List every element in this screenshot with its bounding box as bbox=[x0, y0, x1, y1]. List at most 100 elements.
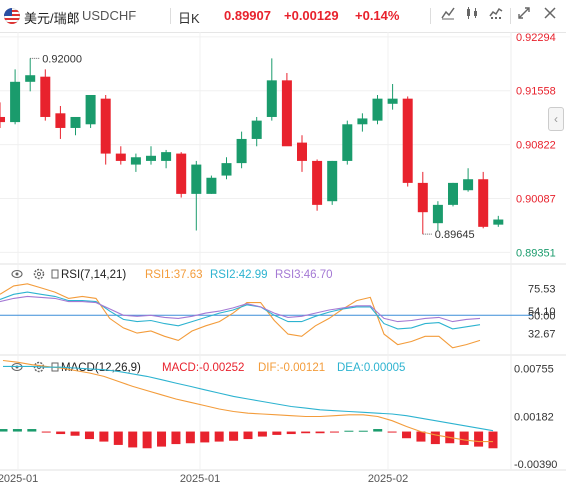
macd-histogram-bar bbox=[41, 431, 51, 433]
candle-type-icon[interactable] bbox=[462, 6, 482, 26]
rsi-tick-label: 32.67 bbox=[528, 328, 556, 340]
macd-histogram-bar bbox=[214, 431, 224, 442]
candle-body bbox=[191, 164, 202, 194]
price-tick-label: 0.90087 bbox=[516, 193, 556, 205]
indicator-icon[interactable] bbox=[486, 6, 506, 26]
candle-body bbox=[281, 80, 292, 147]
rsi-value-label: RSI3:46.70 bbox=[275, 269, 333, 281]
collapse-sidebar-button[interactable]: ‹ bbox=[548, 107, 564, 131]
chart-header: 美元/瑞郎 USDCHF 日K 0.89907 +0.00129 +0.14% bbox=[0, 0, 566, 33]
price-tick-label: 0.91558 bbox=[516, 86, 556, 98]
candle-body bbox=[221, 163, 232, 176]
last-price: 0.89907 bbox=[224, 8, 271, 23]
candle-body bbox=[115, 153, 126, 161]
rsi-value-label: RSI1:37.63 bbox=[145, 269, 203, 281]
macd-histogram-bar bbox=[315, 431, 325, 434]
macd-dif-line bbox=[2, 359, 493, 443]
period-selector[interactable]: 日K bbox=[178, 11, 200, 26]
macd-histogram-bar bbox=[257, 431, 267, 437]
macd-dea-line bbox=[3, 365, 494, 432]
x-axis-date-label: 2025-01 bbox=[0, 473, 38, 485]
candle-body bbox=[266, 80, 277, 117]
candle-body bbox=[478, 179, 489, 227]
macd-histogram-bar bbox=[373, 429, 383, 432]
candle-body bbox=[10, 81, 21, 123]
candle-body bbox=[387, 98, 398, 104]
candle-body bbox=[25, 75, 36, 82]
macd-histogram-bar bbox=[56, 431, 66, 435]
price-tick-label: 0.92294 bbox=[516, 32, 556, 44]
rsi-tag-icon bbox=[51, 269, 59, 279]
macd-histogram-bar bbox=[301, 431, 311, 434]
candle-body bbox=[40, 76, 51, 117]
symbol-cn: 美元/瑞郎 bbox=[24, 11, 80, 26]
candle-body bbox=[463, 179, 474, 191]
rsi-value-label: RSI2:42.99 bbox=[210, 269, 268, 281]
price-tick-label: 0.89351 bbox=[516, 247, 556, 259]
rsi-visibility-icon-pupil bbox=[15, 272, 19, 276]
candle-body bbox=[206, 177, 217, 194]
candle-body bbox=[297, 142, 307, 161]
rsi-series-line-2 bbox=[0, 291, 481, 330]
macd-histogram-bar bbox=[27, 429, 37, 432]
candle-body bbox=[327, 160, 338, 202]
macd-histogram-bar bbox=[157, 431, 167, 447]
candle-body bbox=[448, 182, 458, 205]
macd-histogram-bar bbox=[474, 431, 484, 447]
price-change-pct: +0.14% bbox=[355, 8, 400, 23]
rsi-visibility-icon bbox=[11, 269, 23, 279]
rsi-settings-icon bbox=[33, 268, 45, 280]
candle-body bbox=[251, 120, 262, 139]
candle-body bbox=[372, 98, 383, 121]
close-icon[interactable] bbox=[540, 6, 560, 26]
macd-histogram-bar bbox=[113, 431, 123, 445]
candle-body bbox=[417, 182, 428, 213]
candle-body bbox=[357, 118, 368, 125]
macd-value-label: DEA:0.00005 bbox=[337, 362, 405, 374]
macd-histogram-bar bbox=[185, 431, 195, 444]
candle-body bbox=[236, 138, 247, 164]
macd-histogram-bar bbox=[12, 429, 22, 432]
candle-body bbox=[70, 116, 81, 128]
fullscreen-icon[interactable] bbox=[514, 6, 534, 26]
symbol-code: USDCHF bbox=[82, 8, 137, 23]
macd-histogram-bar bbox=[416, 431, 426, 442]
price-tick-label: 0.90822 bbox=[516, 140, 556, 152]
macd-histogram-bar bbox=[229, 431, 239, 441]
macd-histogram-bar bbox=[0, 429, 8, 432]
candle-body bbox=[176, 153, 187, 194]
candle-body bbox=[85, 94, 96, 125]
candle-body bbox=[146, 155, 156, 161]
candle-body bbox=[432, 204, 443, 224]
macd-histogram-bar bbox=[70, 431, 80, 436]
candle-body bbox=[312, 160, 323, 205]
macd-histogram-bar bbox=[99, 431, 109, 442]
candle-body bbox=[100, 98, 111, 154]
macd-histogram-bar bbox=[358, 430, 368, 432]
high-price-label: 0.92000 bbox=[42, 53, 82, 65]
macd-histogram-bar bbox=[459, 431, 469, 445]
rsi-tick-label: 75.53 bbox=[528, 283, 556, 295]
rsi-tick-label: 54.10 bbox=[528, 306, 556, 318]
candle-body bbox=[342, 124, 353, 161]
macd-histogram-bar bbox=[430, 431, 440, 445]
macd-tick-label: 0.00182 bbox=[514, 411, 554, 423]
macd-histogram-bar bbox=[488, 431, 498, 449]
macd-value-label: DIF:-0.00121 bbox=[258, 362, 325, 374]
rsi-settings-icon-center bbox=[36, 271, 42, 277]
macd-tick-label: -0.00390 bbox=[514, 459, 557, 471]
macd-histogram-bar bbox=[272, 431, 282, 435]
draw-tool-icon[interactable] bbox=[438, 6, 458, 26]
usd-flag-icon bbox=[4, 8, 20, 24]
low-price-label: 0.89645 bbox=[435, 229, 475, 241]
price-change: +0.00129 bbox=[284, 8, 339, 23]
macd-tick-label: 0.00755 bbox=[514, 363, 554, 375]
rsi-series-line-1 bbox=[0, 283, 481, 349]
macd-histogram-bar bbox=[200, 431, 210, 443]
candle-body bbox=[402, 98, 413, 183]
macd-visibility-icon bbox=[11, 362, 23, 372]
macd-histogram-bar bbox=[142, 431, 152, 449]
macd-value-label: MACD:-0.00252 bbox=[162, 362, 244, 374]
rsi-series-line-3 bbox=[0, 295, 481, 323]
